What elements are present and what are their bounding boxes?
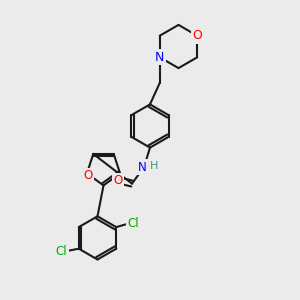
Text: O: O xyxy=(84,169,93,182)
Text: N: N xyxy=(138,160,147,174)
Text: H: H xyxy=(149,160,158,171)
Text: Cl: Cl xyxy=(56,244,67,258)
Text: O: O xyxy=(113,174,122,187)
Text: O: O xyxy=(192,29,202,42)
Text: N: N xyxy=(155,51,164,64)
Text: Cl: Cl xyxy=(128,217,140,230)
